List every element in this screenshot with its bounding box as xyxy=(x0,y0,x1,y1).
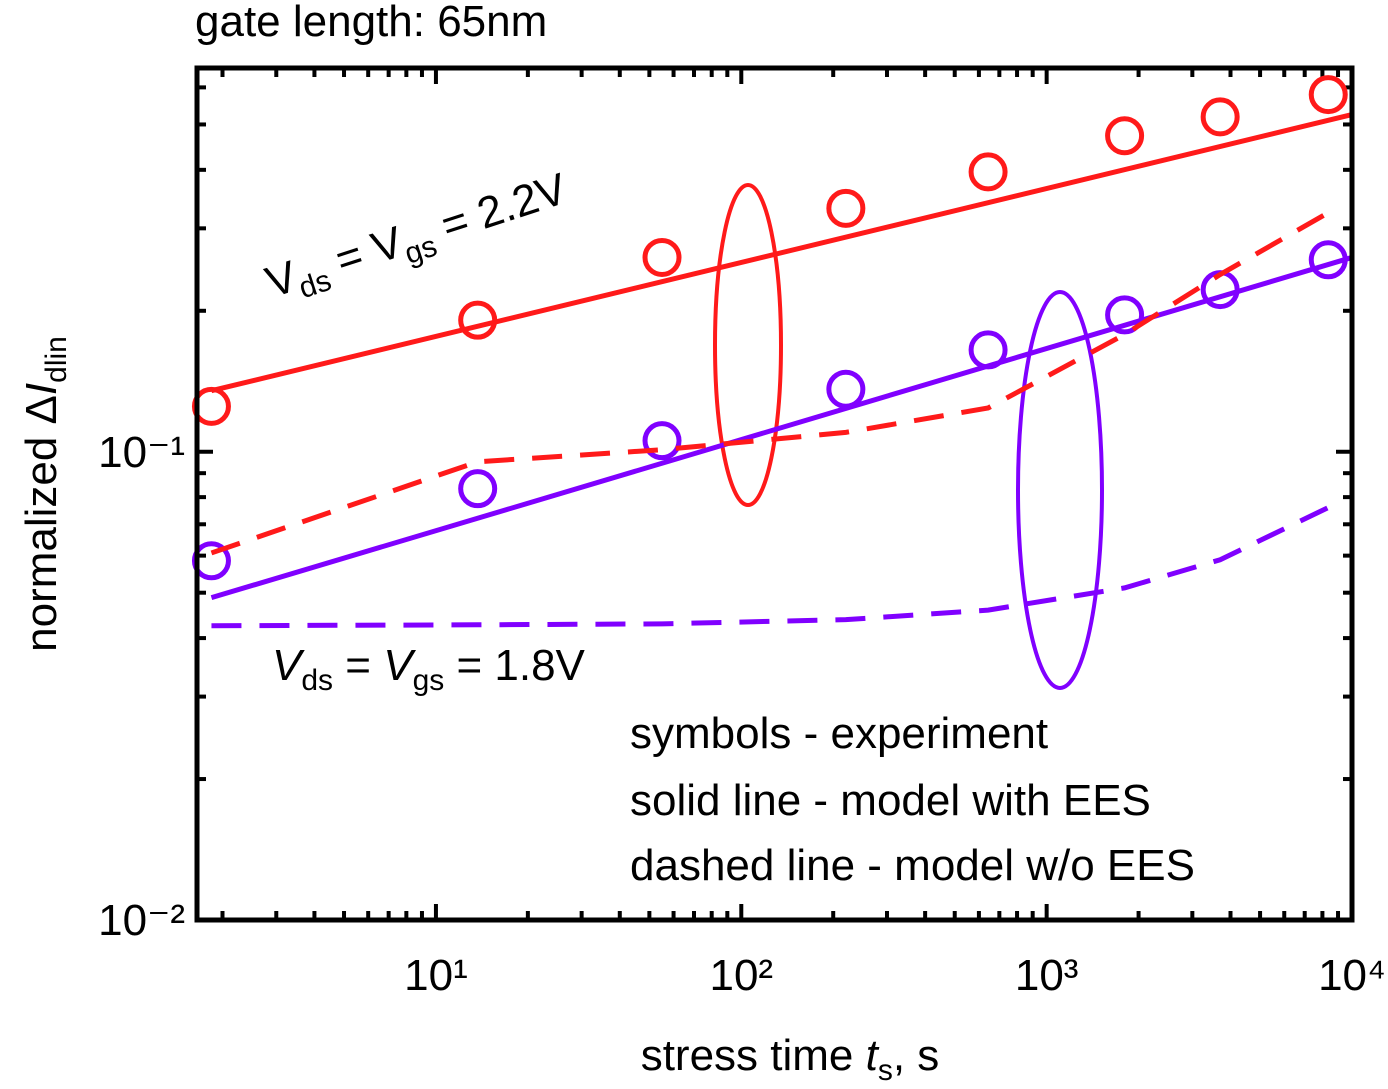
label-part: ds xyxy=(301,664,333,697)
marker xyxy=(191,541,231,581)
solid-line xyxy=(210,112,1353,394)
label-part: V xyxy=(272,641,305,690)
marker xyxy=(458,300,498,340)
plot-frame xyxy=(194,65,1355,923)
y-tick-label: 10⁻² xyxy=(98,896,185,945)
group-ellipse xyxy=(1016,290,1104,690)
label-part: = xyxy=(333,641,383,690)
marker xyxy=(1105,116,1145,156)
note-line: solid line - model with EES xyxy=(630,776,1151,825)
label-part: , s xyxy=(893,1031,939,1080)
annotation: Vds = Vgs = 2.2V xyxy=(260,164,576,314)
group-ellipse xyxy=(713,183,783,507)
marker xyxy=(642,237,682,277)
x-axis-label: stress time ts, s xyxy=(641,1031,940,1087)
marker xyxy=(968,152,1008,192)
marker xyxy=(826,369,866,409)
x-tick-label: 10³ xyxy=(1015,951,1079,1000)
label-part: = V xyxy=(318,217,409,288)
label-part: dlin xyxy=(40,336,73,383)
label-part: I xyxy=(17,383,66,395)
marker xyxy=(642,421,682,461)
label-part: gs xyxy=(413,664,445,697)
label-part: s xyxy=(878,1054,893,1087)
y-tick-label: 10⁻¹ xyxy=(98,428,185,477)
x-tick-label: 10² xyxy=(709,951,773,1000)
annotation: Vds = Vgs = 1.8V xyxy=(272,641,586,697)
chart-title: gate length: 65nm xyxy=(195,0,547,46)
dashed-line xyxy=(211,502,1335,629)
y-axis-label: normalized ΔIdlin xyxy=(17,336,73,652)
solid-line xyxy=(210,255,1353,601)
label-part: t xyxy=(866,1031,880,1080)
marker xyxy=(1200,97,1240,137)
x-tick-label: 10¹ xyxy=(404,951,468,1000)
note-line: symbols - experiment xyxy=(630,709,1048,758)
label-part: normalized Δ xyxy=(17,395,66,652)
label-part: = 2.2V xyxy=(424,164,574,254)
marker xyxy=(826,188,866,228)
x-tick-label: 10⁴ xyxy=(1318,951,1386,1000)
dashed-line xyxy=(210,207,1335,556)
label-part: V xyxy=(383,641,416,690)
label-part: stress time xyxy=(641,1031,866,1080)
marker xyxy=(1105,295,1145,335)
marker xyxy=(191,386,231,426)
note-line: dashed line - model w/o EES xyxy=(630,841,1195,890)
marker xyxy=(458,469,498,509)
marker xyxy=(1308,75,1348,115)
label-part: = 1.8V xyxy=(444,641,585,690)
